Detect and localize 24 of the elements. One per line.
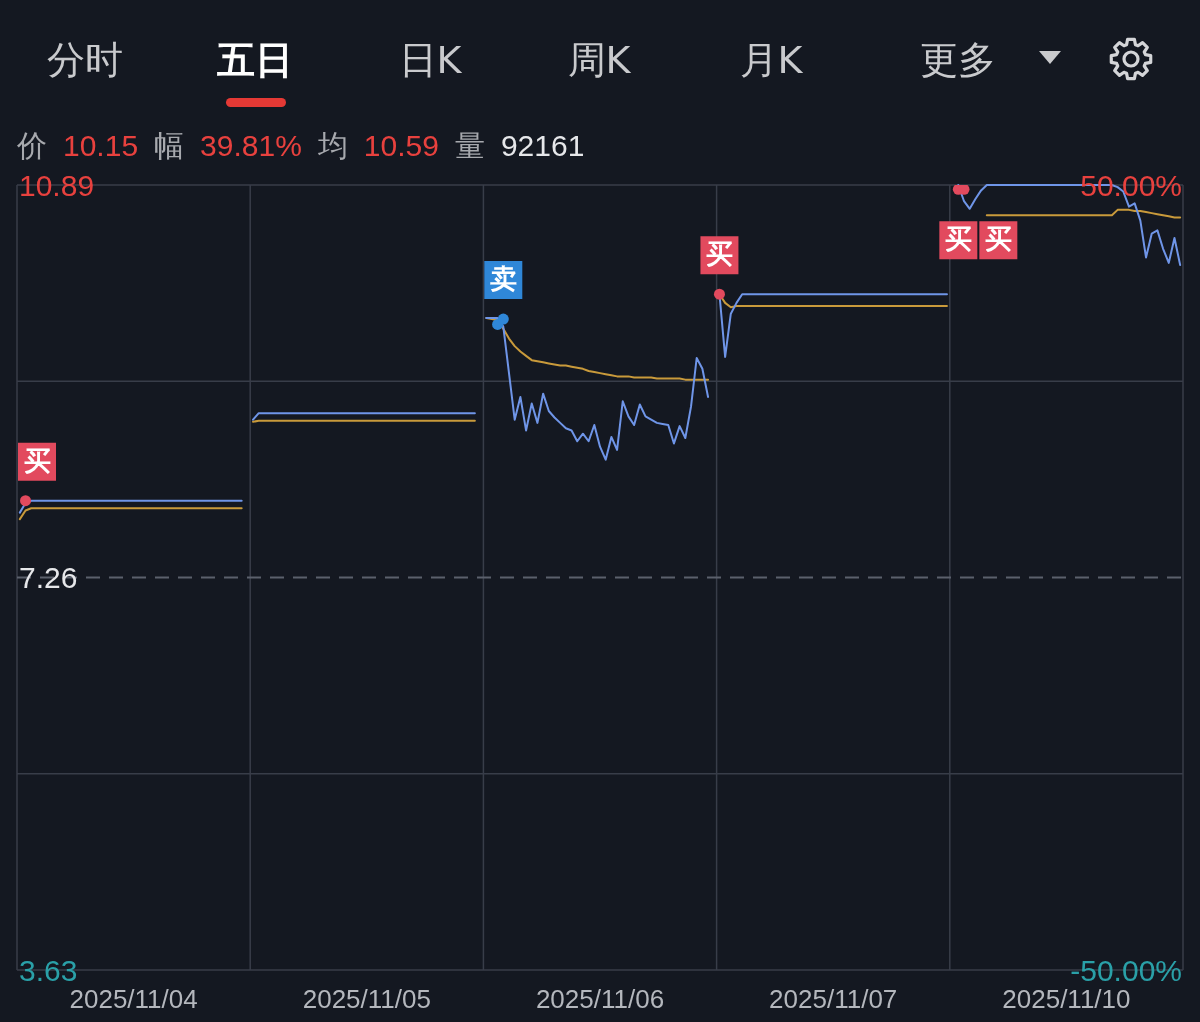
point xyxy=(497,313,509,325)
y2-tick-label: 50.00% xyxy=(1080,168,1182,202)
text: 周K xyxy=(567,37,631,84)
text: 五日 xyxy=(217,37,293,84)
text: 更多 xyxy=(920,37,996,84)
x-tick-label: 2025/11/07 xyxy=(769,983,898,1014)
data-label: 买 xyxy=(984,223,1012,255)
text: 量 92161 xyxy=(454,129,585,162)
data-label: 卖 xyxy=(489,263,517,295)
point xyxy=(713,288,725,300)
text: 价 10.15 xyxy=(17,129,139,162)
x-tick-label: 2025/11/05 xyxy=(302,983,431,1014)
ref-line-label: 7.26 xyxy=(19,561,78,595)
data-label: 买 xyxy=(23,444,51,476)
data-label: 买 xyxy=(705,238,733,270)
data-label: 买 xyxy=(944,223,972,255)
x-tick-label: 2025/11/06 xyxy=(535,983,665,1014)
text: 日K xyxy=(398,37,462,84)
text: 均 10.59 xyxy=(317,129,439,162)
y-tick-label: 10.89 xyxy=(19,168,95,202)
text: 分时 xyxy=(47,37,123,84)
point xyxy=(20,495,32,507)
text: 幅 39.81% xyxy=(154,129,302,162)
text: 月K xyxy=(739,37,803,84)
